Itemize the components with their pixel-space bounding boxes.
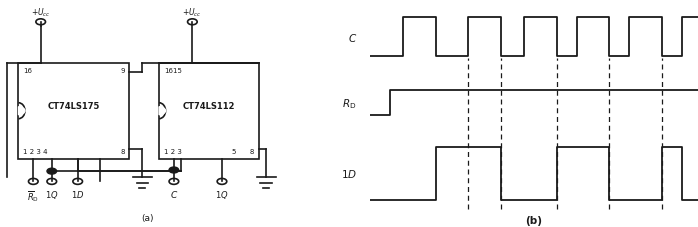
Text: (b): (b) xyxy=(526,215,542,225)
Text: 16: 16 xyxy=(23,68,32,74)
Circle shape xyxy=(47,168,57,174)
Text: $C$: $C$ xyxy=(348,32,357,43)
Text: 5      8: 5 8 xyxy=(232,148,254,154)
Text: $\overline{R}_{\rm D}$: $\overline{R}_{\rm D}$ xyxy=(27,188,39,203)
Wedge shape xyxy=(159,107,165,115)
Text: $1Q$: $1Q$ xyxy=(215,188,229,200)
Text: 1 2 3: 1 2 3 xyxy=(164,148,181,154)
Text: 9: 9 xyxy=(120,68,125,74)
Wedge shape xyxy=(18,107,25,115)
Text: $1Q$: $1Q$ xyxy=(45,188,59,200)
Text: $+U_{cc}$: $+U_{cc}$ xyxy=(31,7,50,19)
Text: CT74LS175: CT74LS175 xyxy=(47,102,101,111)
Text: 1615: 1615 xyxy=(164,68,181,74)
Text: $1D$: $1D$ xyxy=(341,168,357,180)
Text: CT74LS112: CT74LS112 xyxy=(183,102,235,111)
Bar xyxy=(159,64,259,159)
Text: $1D$: $1D$ xyxy=(71,188,84,199)
Text: 8: 8 xyxy=(120,148,125,154)
Text: $R_{\rm D}$: $R_{\rm D}$ xyxy=(343,96,357,110)
Circle shape xyxy=(169,167,179,173)
Text: 1 2 3 4: 1 2 3 4 xyxy=(23,148,47,154)
Text: (a): (a) xyxy=(142,214,154,222)
Text: $+U_{cc}$: $+U_{cc}$ xyxy=(182,7,202,19)
Text: $C$: $C$ xyxy=(170,188,178,199)
Bar xyxy=(18,64,129,159)
